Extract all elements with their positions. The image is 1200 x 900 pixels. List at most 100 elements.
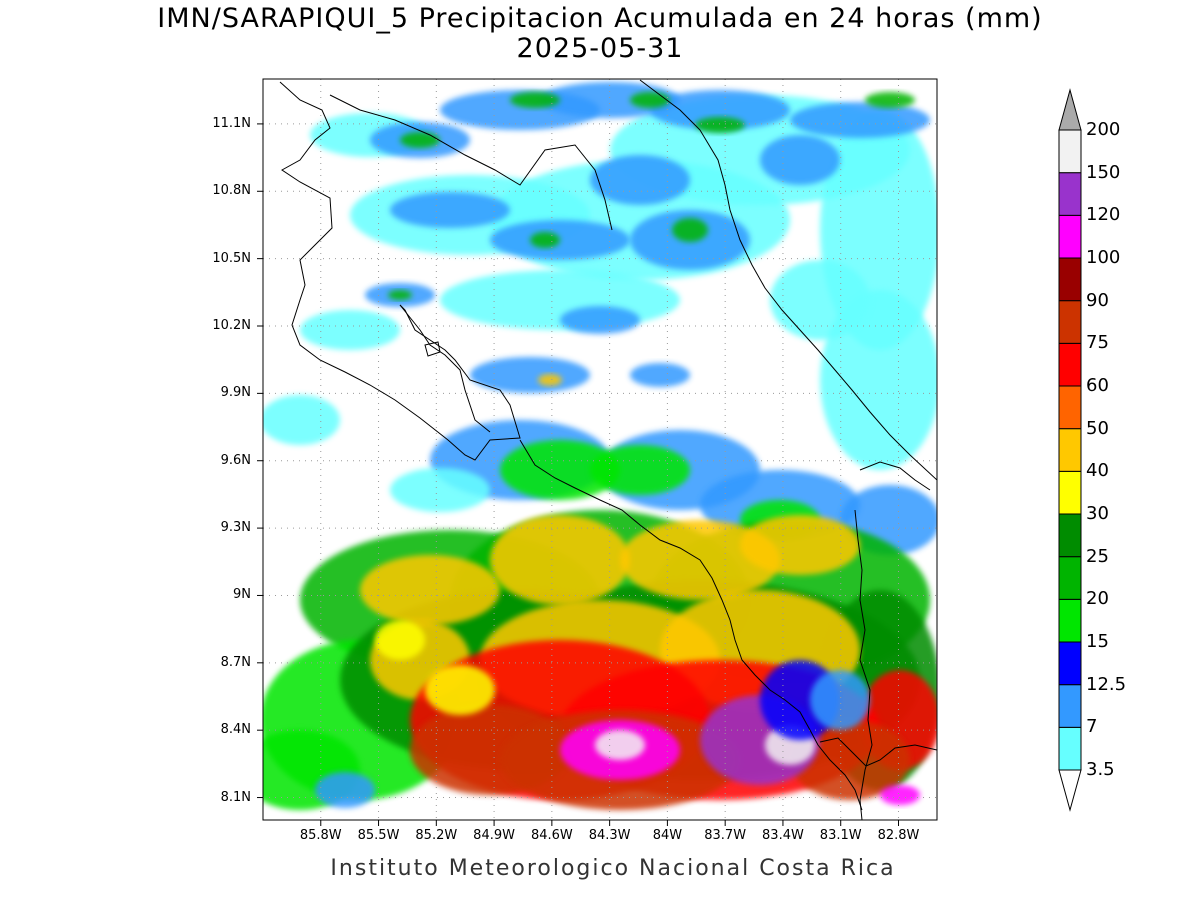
lon-tick-label: 83.1W <box>819 828 862 843</box>
colorbar-segment <box>1058 598 1082 643</box>
colorbar-level-label: 15 <box>1086 631 1109 652</box>
colorbar-level-label: 75 <box>1086 332 1109 354</box>
precip-contour <box>560 306 640 334</box>
map-title: IMN/SARAPIQUI_5 Precipitacion Acumulada … <box>157 3 1043 34</box>
colorbar-segment <box>1058 513 1082 558</box>
lat-tick-label: 8.7N <box>220 654 251 670</box>
lon-tick-label: 85.8W <box>299 828 342 843</box>
colorbar-level-label: 50 <box>1086 417 1109 439</box>
precip-contour <box>263 395 340 445</box>
bocas-coast <box>859 461 931 491</box>
precip-contour <box>595 730 645 760</box>
axis-ticks <box>257 123 899 826</box>
precip-contour <box>650 90 790 130</box>
lon-tick-label: 85.2W <box>415 828 458 843</box>
map-date: 2025-05-31 <box>516 33 684 64</box>
precip-contour <box>740 515 860 575</box>
precip-contour <box>440 270 680 330</box>
colorbar-segment <box>1058 684 1082 728</box>
colorbar-segment <box>1058 300 1082 344</box>
colorbar-segment <box>1058 726 1082 771</box>
colorbar-segment <box>1058 556 1082 600</box>
precipitation-field <box>263 82 937 810</box>
colorbar-level-label: 30 <box>1086 503 1109 524</box>
precip-contour <box>400 132 440 148</box>
lon-tick-label: 83.4W <box>762 828 804 843</box>
lon-tick-label: 84W <box>652 828 683 843</box>
graticule <box>263 79 937 820</box>
colorbar-level-label: 150 <box>1086 161 1121 183</box>
precip-contour <box>360 555 500 625</box>
colorbar-level-label: 200 <box>1086 119 1121 140</box>
precip-contour <box>590 445 690 495</box>
precip-contour <box>810 670 870 730</box>
precip-contour <box>500 440 620 500</box>
lat-tick-label: 9.3N <box>220 520 251 536</box>
colorbar-segment <box>1058 342 1082 387</box>
lat-tick-label: 9N <box>233 587 251 603</box>
precip-contour <box>590 155 690 205</box>
precip-contour <box>630 92 670 108</box>
colorbar-level-label: 12.5 <box>1086 673 1127 695</box>
precip-contour <box>425 665 495 715</box>
lon-tick-label: 84.9W <box>473 828 515 843</box>
colorbar-level-label: 120 <box>1086 204 1121 226</box>
precip-contour <box>630 363 690 387</box>
precip-contour <box>760 135 840 185</box>
nicoya-gulf-coast <box>399 304 491 433</box>
colorbar-level-label: 100 <box>1086 247 1121 268</box>
precip-contour <box>865 92 915 108</box>
colorbar-segment <box>1058 428 1082 472</box>
lat-tick-label: 10.5N <box>212 250 251 266</box>
colorbar-segment <box>1058 385 1082 430</box>
colorbar-level-label: 40 <box>1086 460 1109 482</box>
precip-contour <box>388 290 412 300</box>
precip-contour <box>672 218 708 242</box>
lon-tick-label: 84.6W <box>530 828 573 843</box>
precip-contour <box>375 620 425 660</box>
precip-contour <box>530 232 560 248</box>
colorbar <box>1058 88 1082 812</box>
precip-contour <box>490 515 630 605</box>
colorbar-segment <box>1058 214 1082 259</box>
colorbar-segment <box>1058 641 1082 686</box>
lon-tick-label: 84.3W <box>588 828 631 843</box>
colorbar-level-label: 20 <box>1086 588 1109 610</box>
precip-contour <box>820 290 937 470</box>
lat-tick-label: 8.1N <box>220 789 251 805</box>
lat-tick-label: 10.2N <box>212 318 251 333</box>
precip-contour <box>770 260 870 340</box>
lake <box>424 341 441 357</box>
chiriqui-coast <box>819 737 937 767</box>
precip-contour <box>695 117 745 133</box>
colorbar-segment <box>1058 172 1082 216</box>
colorbar-segment <box>1058 470 1082 515</box>
colorbar-level-label: 7 <box>1086 716 1098 738</box>
precip-contour <box>315 772 375 808</box>
precip-contour <box>538 374 562 386</box>
precip-contour <box>300 310 400 350</box>
colorbar-segment <box>1058 257 1082 302</box>
colorbar-level-label: 25 <box>1086 545 1109 567</box>
lat-tick-label: 9.6N <box>220 452 251 468</box>
map-frame <box>262 78 938 821</box>
precip-contour <box>880 785 920 805</box>
central-pacific-coast <box>519 439 863 811</box>
lat-tick-label: 11.1N <box>212 115 251 131</box>
lon-tick-label: 82.8W <box>877 828 920 843</box>
precip-contour <box>540 82 680 118</box>
colorbar-level-label: 3.5 <box>1086 759 1115 780</box>
lon-tick-label: 83.7W <box>704 828 747 843</box>
precip-contour <box>790 102 930 138</box>
precip-contour <box>510 92 560 108</box>
precip-contour <box>390 468 490 512</box>
colorbar-level-label: 90 <box>1086 289 1109 311</box>
colorbar-lower-arrow <box>1058 769 1082 812</box>
nicaragua-border <box>329 94 613 231</box>
lat-tick-label: 8.4N <box>220 722 251 738</box>
precip-contour <box>470 357 590 393</box>
lat-tick-label: 9.9N <box>220 385 251 401</box>
coastline <box>279 79 937 820</box>
colorbar-segment <box>1058 129 1082 174</box>
